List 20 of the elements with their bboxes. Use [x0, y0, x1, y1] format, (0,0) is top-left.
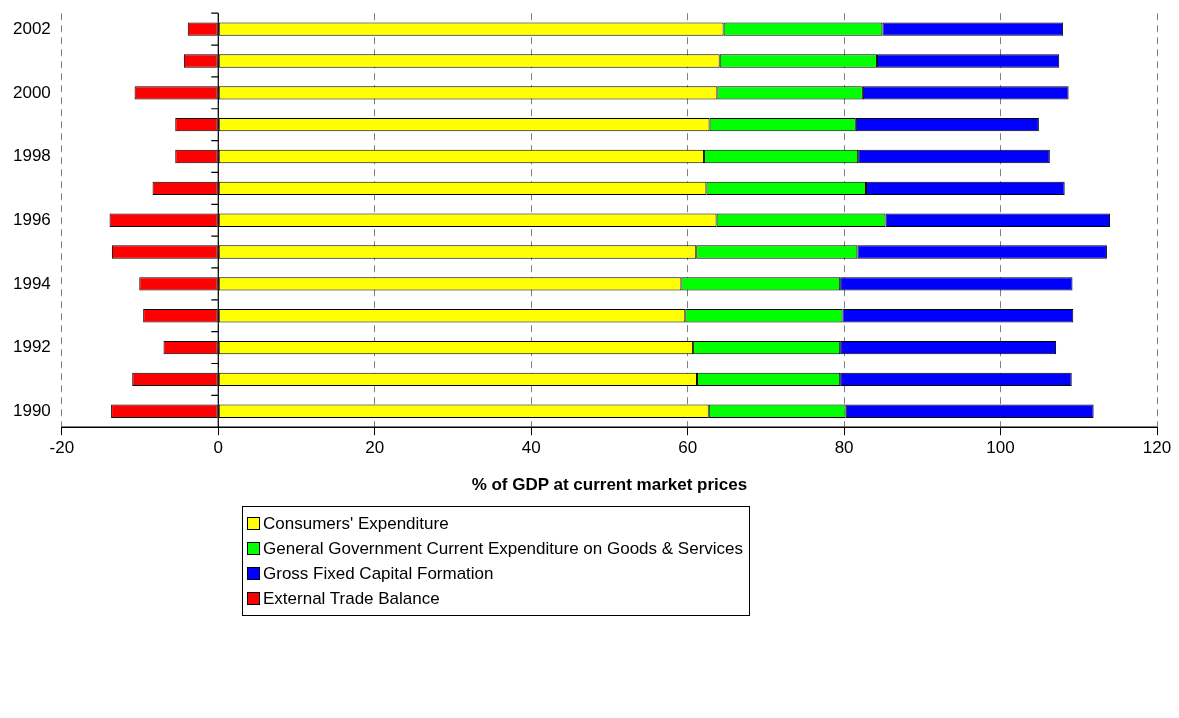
y-tick-label: 1996 [12, 209, 51, 229]
x-tick-label: 20 [365, 438, 385, 458]
y-tick-label: 1992 [12, 337, 51, 357]
y-tick-label: 2000 [12, 82, 51, 102]
x-tick-label: 80 [834, 438, 854, 458]
legend-label: Consumers' Expenditure [263, 513, 449, 534]
x-tick-label: 100 [986, 438, 1015, 458]
x-tick-label: 60 [678, 438, 698, 458]
legend-label: Gross Fixed Capital Formation [263, 563, 494, 584]
x-tick-label: 40 [521, 438, 541, 458]
legend-label: External Trade Balance [263, 588, 440, 609]
x-axis-title: % of GDP at current market prices [471, 475, 748, 495]
y-tick-label: 1994 [12, 273, 51, 293]
x-tick-label: -20 [49, 438, 75, 458]
y-tick-label: 2002 [12, 18, 51, 38]
legend-label: General Government Current Expenditure on Goods & Services [263, 538, 744, 559]
x-tick-label: 0 [213, 438, 224, 458]
y-tick-label: 1998 [12, 146, 51, 166]
y-tick-label: 1990 [12, 400, 51, 420]
x-tick-label: 120 [1142, 438, 1172, 458]
